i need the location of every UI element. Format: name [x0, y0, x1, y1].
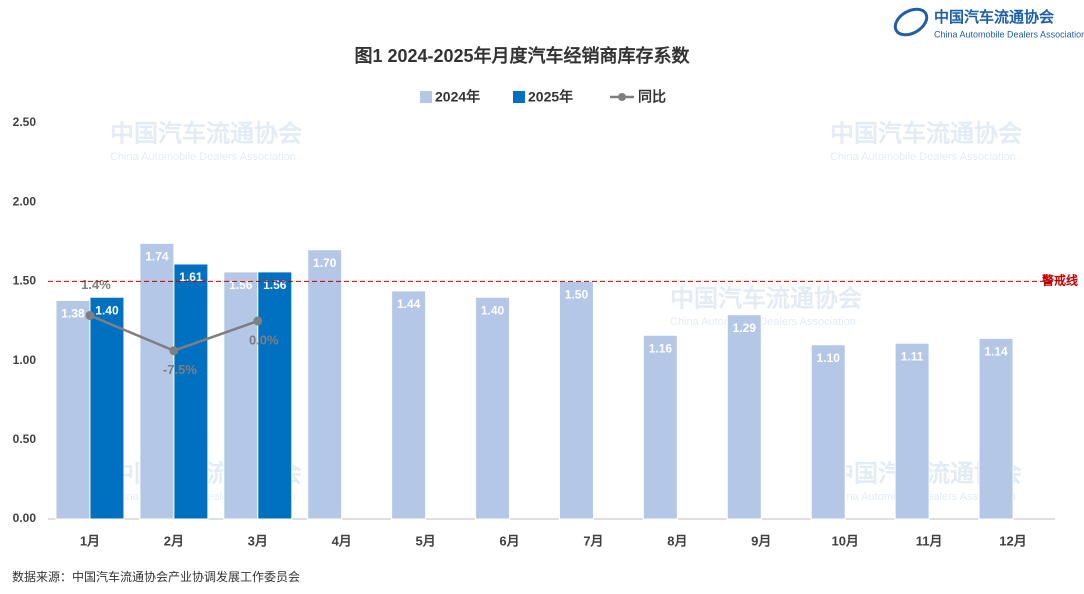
legend-swatch — [513, 91, 525, 103]
watermark: 中国汽车流通协会 — [670, 284, 862, 312]
logo-english: China Automobile Dealers Association — [934, 29, 1084, 39]
bar — [894, 342, 930, 520]
legend-swatch — [420, 91, 432, 103]
y-tick-label: 0.50 — [13, 432, 37, 446]
bar — [173, 263, 209, 520]
line-value-label: 1.4% — [81, 277, 111, 292]
line-value-label: 0.0% — [249, 332, 279, 347]
x-tick-label: 6月 — [499, 533, 519, 548]
bar — [55, 299, 91, 520]
bar-value-label: 1.40 — [95, 303, 119, 317]
bar-value-label: 1.14 — [984, 345, 1008, 359]
bar-value-label: 1.56 — [229, 278, 253, 292]
logo: 中国汽车流通协会 China Automobile Dealers Associ… — [893, 7, 1084, 39]
logo-mark — [893, 7, 929, 37]
legend-label: 2024年 — [435, 89, 480, 105]
x-tick-label: 9月 — [751, 533, 771, 548]
chart-title: 图1 2024-2025年月度汽车经销商库存系数 — [354, 45, 690, 66]
bar — [139, 242, 175, 520]
bar-value-label: 1.29 — [733, 321, 757, 335]
watermark: 中国汽车流通协会 — [110, 119, 302, 147]
bar-value-label: 1.11 — [901, 349, 924, 363]
bar-value-label: 1.38 — [61, 307, 85, 321]
line-value-label: -7.5% — [163, 362, 197, 377]
watermark: 中国汽车流通协会 — [830, 119, 1022, 147]
y-tick-label: 1.00 — [13, 353, 37, 367]
bar — [475, 296, 511, 520]
legend-marker — [618, 93, 626, 101]
bar-value-label: 1.61 — [179, 270, 203, 284]
bar-value-label: 1.50 — [565, 288, 589, 302]
bar — [726, 314, 762, 520]
bar-value-label: 1.74 — [145, 250, 169, 264]
line-marker — [253, 316, 263, 326]
bar — [89, 296, 125, 520]
bar — [257, 271, 293, 520]
bar-value-label: 1.56 — [263, 278, 287, 292]
x-tick-label: 1月 — [80, 533, 100, 548]
y-tick-label: 1.50 — [13, 274, 37, 288]
source-note: 数据来源：中国汽车流通协会产业协调发展工作委员会 — [12, 569, 300, 584]
x-tick-label: 5月 — [416, 533, 436, 548]
y-tick-label: 2.00 — [13, 194, 37, 208]
x-tick-label: 7月 — [583, 533, 603, 548]
bar-value-label: 1.70 — [313, 256, 337, 270]
bar — [223, 271, 259, 520]
y-tick-label: 2.50 — [13, 115, 37, 129]
x-tick-label: 3月 — [248, 533, 268, 548]
bar — [391, 290, 427, 520]
watermark: China Automobile Dealers Association — [110, 151, 296, 163]
bar — [307, 249, 343, 520]
reference-label: 警戒线 — [1041, 273, 1078, 288]
bar-value-label: 1.10 — [817, 351, 841, 365]
legend-label: 2025年 — [528, 89, 573, 105]
x-tick-label: 2月 — [164, 533, 184, 548]
legend-label: 同比 — [638, 89, 666, 105]
x-tick-label: 4月 — [332, 533, 352, 548]
bar — [642, 334, 678, 520]
x-tick-label: 11月 — [916, 533, 943, 548]
bar — [810, 344, 846, 520]
line-marker — [169, 346, 179, 356]
x-tick-label: 10月 — [831, 533, 858, 548]
bar-value-label: 1.16 — [649, 341, 673, 355]
bar — [978, 337, 1014, 520]
x-tick-label: 8月 — [667, 533, 687, 548]
watermark: China Automobile Dealers Association — [830, 151, 1016, 163]
bar-value-label: 1.40 — [481, 303, 505, 317]
legend: 2024年 2025年 同比 — [420, 89, 666, 105]
y-tick-label: 0.00 — [13, 511, 37, 525]
x-tick-label: 12月 — [999, 533, 1026, 548]
line-marker — [85, 310, 95, 320]
watermark: China Automobile Dealers Association — [670, 316, 856, 328]
logo-name: 中国汽车流通协会 — [934, 8, 1054, 26]
bar-value-label: 1.44 — [397, 297, 421, 311]
bar — [558, 280, 594, 520]
